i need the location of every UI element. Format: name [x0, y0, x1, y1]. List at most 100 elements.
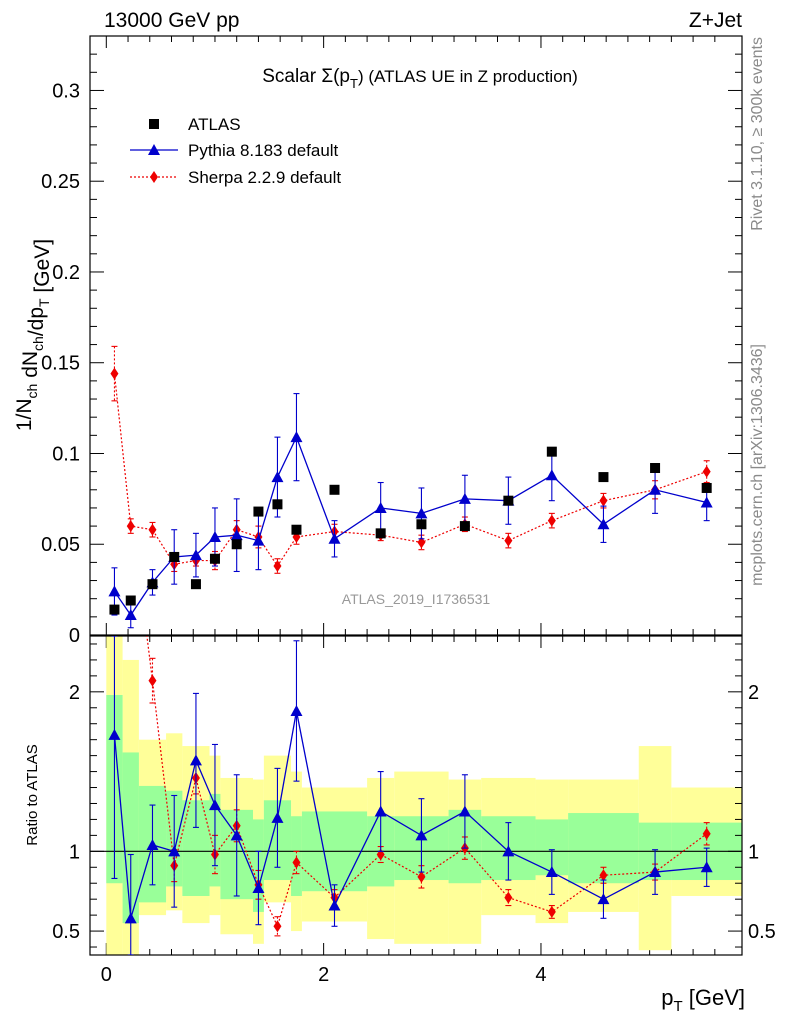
sherpa-ratio-point [547, 905, 556, 918]
ratio-y-tick-label: 1 [69, 841, 80, 863]
x-tick-label: 2 [318, 964, 329, 986]
pythia-ratio-point [146, 838, 159, 850]
x-tick-label: 4 [535, 964, 546, 986]
pythia-point [271, 471, 284, 483]
band-inner-bin [122, 752, 139, 924]
y-axis-label-sub: ch [30, 336, 46, 351]
x-axis-label-unit: [GeV] [683, 985, 745, 1010]
sherpa-point [110, 367, 119, 380]
sherpa-point [504, 534, 513, 547]
ratio-y-tick-label: 0.5 [52, 921, 80, 943]
pythia-point [189, 549, 202, 561]
ratio-frame [89, 635, 743, 956]
sherpa-point [417, 536, 426, 549]
sherpa-point [126, 520, 135, 533]
pythia-point [649, 483, 662, 495]
pythia-ratio-point [124, 912, 137, 924]
pythia-ratio-point [458, 805, 471, 817]
chart-title-suffix: ) (ATLAS UE in Z production) [358, 67, 578, 86]
mcplots-label: mcplots.cern.ch [arXiv:1306.3436] [749, 344, 766, 586]
pythia-point [208, 530, 221, 542]
pythia-ratio-point [649, 866, 662, 878]
pythia-ratio-point [290, 704, 303, 716]
pythia-ratio-point [230, 829, 243, 841]
ratio-axes: 0 2 4 0.5 0.5 1 1 2 2 [52, 635, 776, 986]
atlas-point [459, 521, 470, 532]
y-tick-label: 0.3 [52, 80, 80, 102]
pythia-ratio-point [700, 861, 713, 873]
x-axis-label-main: p [661, 985, 673, 1010]
y-axis-label-sub: ch [24, 384, 40, 399]
atlas-point [109, 604, 120, 615]
pythia-ratio-point [502, 845, 515, 857]
atlas-point [650, 463, 661, 474]
atlas-point [125, 595, 136, 606]
pythia-ratio-point [597, 893, 610, 905]
atlas-point [272, 499, 283, 510]
atlas-point [375, 528, 386, 539]
sherpa-point [702, 465, 711, 478]
chart-title-sub: T [350, 76, 358, 91]
pythia-ratio-point [168, 845, 181, 857]
sherpa-ratio-point [504, 891, 513, 904]
main-frame [89, 35, 743, 636]
atlas-point [169, 551, 180, 562]
atlas-point [253, 506, 264, 517]
pythia-point [108, 585, 121, 597]
main-series [108, 345, 713, 629]
pythia-ratio-point [328, 899, 341, 911]
y-axis-label-part: 1/N [13, 398, 36, 431]
sherpa-ratio-point [417, 870, 426, 883]
pythia-ratio-point [415, 829, 428, 841]
pythia-point [700, 496, 713, 508]
y-tick-label: 0 [69, 625, 80, 647]
atlas-point [701, 482, 712, 493]
legend-entry-label: ATLAS [188, 115, 241, 134]
ratio-y-tick-label-right: 1 [748, 841, 759, 863]
y-axis-label-part: dN [19, 351, 42, 384]
x-axis-label-sub: T [673, 998, 682, 1015]
sherpa-ratio-point [292, 856, 301, 869]
ratio-clipped [108, 636, 713, 955]
pythia-point [415, 507, 428, 519]
sherpa-ratio-point [273, 920, 282, 933]
pythia-point [290, 431, 303, 443]
atlas-point [416, 519, 427, 530]
pythia-point [252, 534, 265, 546]
sherpa-point [599, 494, 608, 507]
pythia-point [458, 492, 471, 504]
ratio-series [108, 636, 713, 955]
atlas-point [231, 539, 242, 550]
y-axis-label-part: [GeV] [31, 239, 54, 299]
main-panel: 00.050.10.150.20.250.3 Scalar Σ(pT) (ATL… [13, 35, 743, 955]
sherpa-ratio-point [148, 674, 157, 687]
sherpa-point [547, 514, 556, 527]
y-axis-label-part: /dp [25, 307, 48, 336]
sherpa-line [113, 373, 707, 568]
y-tick-label: 0.05 [41, 534, 80, 556]
pythia-ratio-point [252, 882, 265, 894]
header-process-label: Z+Jet [689, 9, 742, 32]
y-tick-label: 0.25 [41, 171, 80, 193]
pythia-ratio-point [189, 754, 202, 766]
pythia-ratio-point [374, 805, 387, 817]
legend-entry-label: Pythia 8.183 default [188, 141, 339, 160]
ratio-y-tick-label-right: 2 [748, 682, 759, 704]
chart-title-prefix: Scalar Σ(p [262, 66, 350, 87]
pythia-point [374, 501, 387, 513]
main-axes: 0 0.05 0.1 0.15 0.2 0.25 0.3 [41, 35, 743, 955]
sherpa-point [148, 523, 157, 536]
ratio-panel: 0 2 4 0.5 0.5 1 1 2 2 Ratio to ATLAS [24, 635, 776, 986]
legend-sherpa-marker [150, 171, 158, 183]
sherpa-ratio-point [702, 827, 711, 840]
x-tick-label: 0 [101, 964, 112, 986]
pythia-point [597, 518, 610, 530]
pythia-ratio-point [271, 811, 284, 823]
analysis-label: ATLAS_2019_I1736531 [342, 591, 491, 607]
atlas-point [546, 446, 557, 457]
pythia-line [113, 435, 707, 617]
legend: ATLAS Pythia 8.183 default Sherpa 2.2.9 de… [130, 115, 341, 187]
sherpa-ratio-point [599, 869, 608, 882]
y-tick-label: 0.15 [41, 353, 80, 375]
